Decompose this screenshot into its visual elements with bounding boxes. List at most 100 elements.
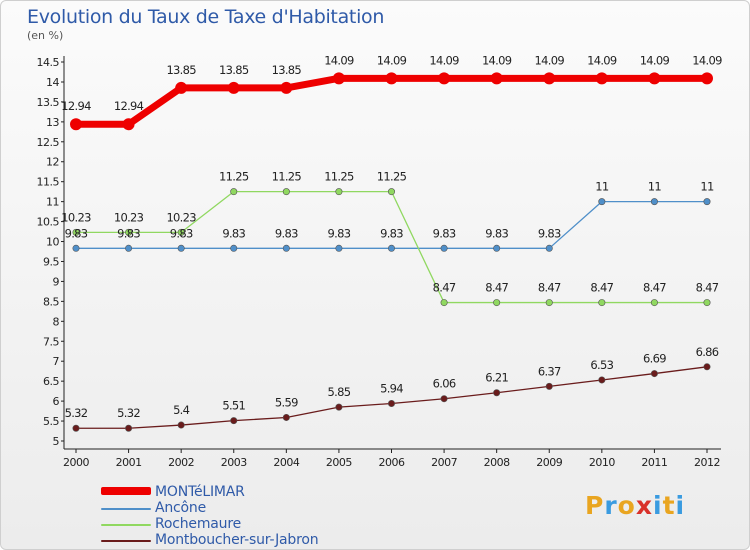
point-rochemaure	[387, 188, 395, 196]
data-label-ancone: 9.83	[222, 226, 245, 240]
data-label-rochemaure: 11.25	[219, 170, 249, 184]
point-montelimar	[175, 81, 188, 94]
point-montelimar	[332, 72, 345, 85]
point-ancone	[493, 244, 501, 252]
data-label-rochemaure: 8.47	[485, 281, 508, 295]
data-label-montelimar: 14.09	[429, 53, 459, 67]
point-rochemaure	[125, 228, 133, 236]
point-montboucher	[72, 424, 80, 432]
data-label-rochemaure: 11.25	[377, 170, 407, 184]
y-tick-label: 13.5	[37, 96, 60, 109]
y-tick-label: 14	[46, 76, 59, 89]
x-tick-label: 2006	[379, 456, 405, 469]
data-label-montelimar: 13.85	[272, 63, 302, 77]
y-tick-label: 13	[46, 116, 59, 129]
chart-subtitle: (en %)	[27, 29, 64, 42]
point-montboucher	[703, 363, 711, 371]
data-label-montelimar: 12.94	[114, 99, 144, 113]
point-montboucher	[650, 370, 658, 378]
x-tick-label: 2003	[221, 456, 247, 469]
y-tick-label: 9.5	[43, 255, 59, 268]
data-label-montboucher: 6.06	[433, 377, 456, 391]
series-lines	[72, 74, 711, 429]
point-ancone	[282, 244, 290, 252]
x-tick-label: 2002	[168, 456, 194, 469]
point-rochemaure	[650, 299, 658, 307]
y-tick-label: 12	[46, 156, 59, 169]
y-tick-label: 10.5	[37, 216, 60, 229]
data-label-montelimar: 14.09	[535, 53, 565, 67]
data-label-montelimar: 14.09	[324, 53, 354, 67]
data-label-rochemaure: 8.47	[433, 281, 456, 295]
data-label-montboucher: 6.69	[643, 352, 666, 366]
data-label-montboucher: 5.32	[65, 406, 88, 420]
logo-letter: x	[635, 491, 653, 520]
data-label-rochemaure: 8.47	[643, 281, 666, 295]
point-montelimar	[227, 81, 240, 94]
data-label-montboucher: 5.85	[328, 385, 351, 399]
point-ancone	[703, 198, 711, 206]
legend-label-ancone: Ancône	[155, 500, 206, 516]
data-label-montelimar: 14.09	[640, 53, 670, 67]
x-tick-label: 2009	[536, 456, 562, 469]
data-label-montelimar: 14.09	[377, 53, 407, 67]
data-label-ancone: 9.83	[433, 226, 456, 240]
point-montboucher	[230, 417, 238, 425]
point-montelimar	[648, 72, 661, 85]
y-tick-label: 7	[53, 355, 60, 368]
legend-swatch-montboucher	[101, 540, 151, 542]
y-tick-label: 12.5	[37, 136, 60, 149]
point-montelimar	[280, 81, 293, 94]
point-rochemaure	[493, 299, 501, 307]
data-label-montboucher: 6.21	[485, 371, 508, 385]
legend-label-montboucher: Montboucher-sur-Jabron	[155, 532, 319, 548]
point-montboucher	[282, 413, 290, 421]
data-label-montelimar: 12.94	[61, 99, 91, 113]
data-label-ancone: 9.83	[380, 226, 403, 240]
y-tick-label: 9	[53, 275, 60, 288]
point-rochemaure	[230, 188, 238, 196]
data-label-ancone: 9.83	[328, 226, 351, 240]
point-rochemaure	[335, 188, 343, 196]
y-tick-label: 11.5	[37, 176, 60, 189]
data-label-montelimar: 13.85	[219, 63, 249, 77]
point-rochemaure	[282, 188, 290, 196]
point-ancone	[125, 244, 133, 252]
y-tick-label: 7.5	[43, 335, 59, 348]
data-label-montboucher: 5.32	[117, 406, 140, 420]
point-rochemaure	[177, 228, 185, 236]
x-tick-label: 2010	[589, 456, 615, 469]
point-montelimar	[701, 72, 713, 85]
logo-letter: i	[675, 491, 686, 520]
y-tick-label: 8.5	[43, 295, 59, 308]
point-ancone	[650, 198, 658, 206]
x-tick-label: 2001	[116, 456, 142, 469]
data-label-ancone: 11	[648, 180, 662, 194]
legend-swatch-rochemaure	[101, 524, 151, 526]
point-rochemaure	[703, 299, 711, 307]
point-montelimar	[490, 72, 503, 85]
point-montboucher	[125, 424, 133, 432]
point-montboucher	[335, 403, 343, 411]
data-label-ancone: 9.83	[170, 226, 193, 240]
series-labels: 12.94 12.94 13.85 13.85 13.85 14.09 14.09 14.09…	[61, 53, 723, 420]
point-ancone	[72, 244, 80, 252]
chart-title: Evolution du Taux de Taxe d'Habitation	[27, 6, 385, 28]
point-ancone	[387, 244, 395, 252]
point-montboucher	[177, 421, 185, 429]
legend-label-rochemaure: Rochemaure	[155, 516, 241, 532]
y-tick-label: 8	[53, 315, 60, 328]
data-label-rochemaure: 8.47	[696, 281, 719, 295]
data-label-rochemaure: 10.23	[114, 210, 144, 224]
point-montboucher	[598, 376, 606, 384]
data-label-montboucher: 5.51	[222, 399, 245, 413]
data-label-montboucher: 6.86	[696, 345, 719, 359]
data-label-rochemaure: 8.47	[590, 281, 613, 295]
x-tick-label: 2012	[694, 456, 720, 469]
data-label-rochemaure: 11.25	[272, 170, 302, 184]
point-ancone	[230, 244, 238, 252]
data-label-montelimar: 14.09	[692, 53, 722, 67]
data-label-rochemaure: 10.23	[61, 210, 91, 224]
